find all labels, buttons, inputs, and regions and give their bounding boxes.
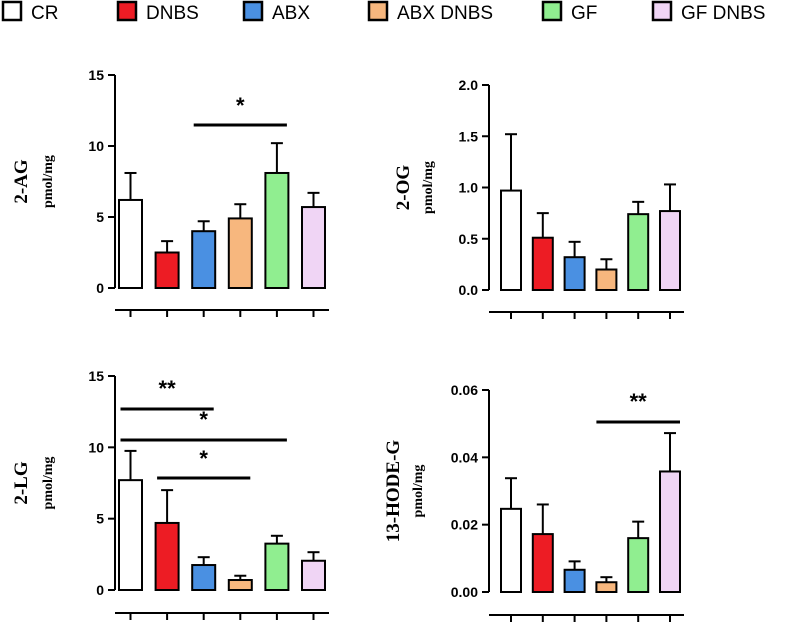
bar-abx (563, 568, 586, 594)
y-tick-label-2: 1.0 (459, 180, 479, 196)
legend: CR DNBS ABX ABX DNBS GF GF DNBS (1, 0, 765, 24)
bar-gf-dnbs (659, 470, 681, 593)
y-tick-label-1: 5 (96, 511, 104, 527)
bar-gf (627, 213, 650, 291)
bar-cr (500, 189, 522, 291)
significance-label-0: ** (630, 389, 648, 414)
bar-abx-dnbs (227, 579, 253, 591)
bar-abx (191, 564, 217, 591)
y-axis-title: 2-OG (393, 165, 414, 211)
bar-gf (264, 542, 290, 592)
y-tick-label-0: 0.0 (459, 282, 479, 298)
panel-2ag: 0 5 10 15 * 2-AG pmol/mg (11, 67, 329, 317)
legend-label-3: ABX DNBS (397, 3, 493, 24)
legend-swatch-3 (367, 0, 389, 22)
y-tick-label-2: 10 (88, 439, 104, 455)
panel-13-hode-g: 0.00 0.02 0.04 0.06 ** 13-HODE-G pmol/mg (383, 382, 684, 622)
bar-abx (563, 256, 586, 292)
legend-swatch-2 (242, 0, 264, 22)
legend-label-0: CR (31, 3, 58, 24)
y-tick-label-1: 5 (96, 209, 104, 225)
bar-gf (264, 171, 290, 289)
y-tick-label-4: 2.0 (459, 77, 479, 93)
legend-swatch-4 (541, 0, 563, 22)
bar-dnbs (531, 236, 554, 292)
bar-dnbs (154, 251, 180, 289)
bar-abx (191, 230, 217, 289)
bar-gf-dnbs (301, 559, 326, 592)
y-axis-unit: pmol/mg (41, 457, 56, 510)
y-tick-label-1: 0.5 (459, 231, 479, 247)
y-tick-label-3: 1.5 (459, 128, 479, 144)
legend-label-1: DNBS (146, 3, 199, 24)
y-axis-title: 13-HODE-G (383, 440, 404, 543)
significance-label-0: ** (159, 376, 177, 401)
y-tick-label-0: 0 (96, 582, 104, 598)
bar-cr (500, 507, 522, 593)
bar-abx-dnbs (595, 268, 618, 291)
y-tick-label-3: 15 (88, 67, 104, 83)
y-axis-unit: pmol/mg (411, 465, 426, 518)
bar-gf-dnbs (659, 210, 681, 291)
y-tick-label-3: 0.06 (451, 382, 478, 398)
y-axis-title: 2-AG (11, 159, 32, 204)
bar-abx-dnbs (227, 217, 253, 289)
legend-swatch-0 (1, 0, 23, 22)
significance-label-2: * (199, 446, 208, 471)
legend-swatch-5 (651, 0, 673, 22)
bar-dnbs (154, 521, 180, 591)
y-axis-unit: pmol/mg (421, 161, 436, 214)
legend-label-5: GF DNBS (681, 3, 765, 24)
significance-label-1: * (199, 407, 208, 432)
significance-label-0: * (236, 93, 245, 118)
bar-abx-dnbs (595, 581, 618, 594)
y-tick-label-3: 15 (88, 368, 104, 384)
legend-label-4: GF (571, 3, 597, 24)
bar-gf (627, 537, 650, 594)
panel-2og: 0.0 0.5 1.0 1.5 2.0 2-OG pmol/mg (393, 77, 684, 319)
y-tick-label-2: 10 (88, 138, 104, 154)
legend-swatch-1 (116, 0, 138, 22)
y-axis-title: 2-LG (11, 461, 32, 505)
y-tick-label-0: 0 (96, 280, 104, 296)
legend-label-2: ABX (272, 3, 310, 24)
y-tick-label-2: 0.04 (451, 449, 478, 465)
y-axis-unit: pmol/mg (41, 155, 56, 208)
bar-gf-dnbs (301, 206, 326, 289)
bar-dnbs (531, 533, 554, 593)
bar-cr (118, 198, 143, 290)
y-tick-label-1: 0.02 (451, 517, 478, 533)
y-tick-label-0: 0.00 (451, 584, 478, 600)
bar-cr (118, 479, 143, 591)
